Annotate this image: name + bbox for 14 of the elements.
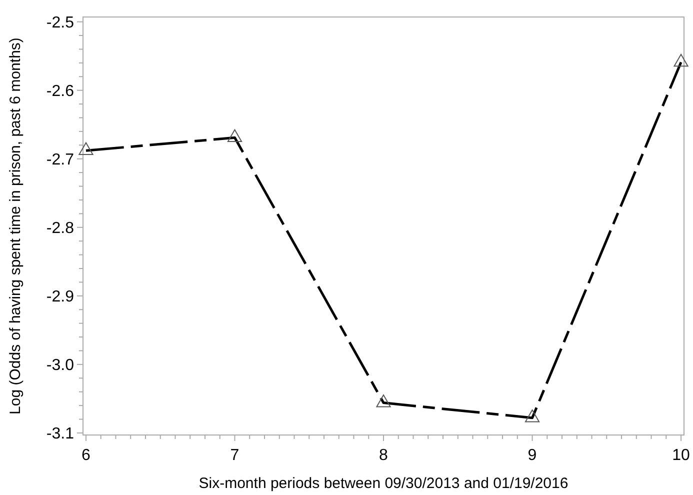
x-tick-label: 10 (672, 447, 690, 464)
x-axis-title: Six-month periods between 09/30/2013 and 01/19/2016 (198, 475, 568, 492)
y-tick-label: -2.9 (46, 288, 74, 306)
y-tick-label: -3.0 (46, 357, 74, 374)
x-tick-label: 8 (379, 447, 388, 464)
y-tick-label: -2.6 (46, 82, 74, 100)
x-tick-label: 9 (528, 447, 537, 464)
y-tick-label: -2.8 (46, 220, 74, 237)
y-tick-label: -2.7 (46, 151, 74, 168)
y-tick-label: -3.1 (46, 426, 74, 443)
y-axis-title: Log (Odds of having spent time in prison, past 6 months) (7, 38, 24, 414)
y-tick-label: -2.5 (46, 14, 74, 32)
x-tick-label: 7 (230, 447, 240, 464)
x-tick-label: 6 (82, 447, 91, 464)
